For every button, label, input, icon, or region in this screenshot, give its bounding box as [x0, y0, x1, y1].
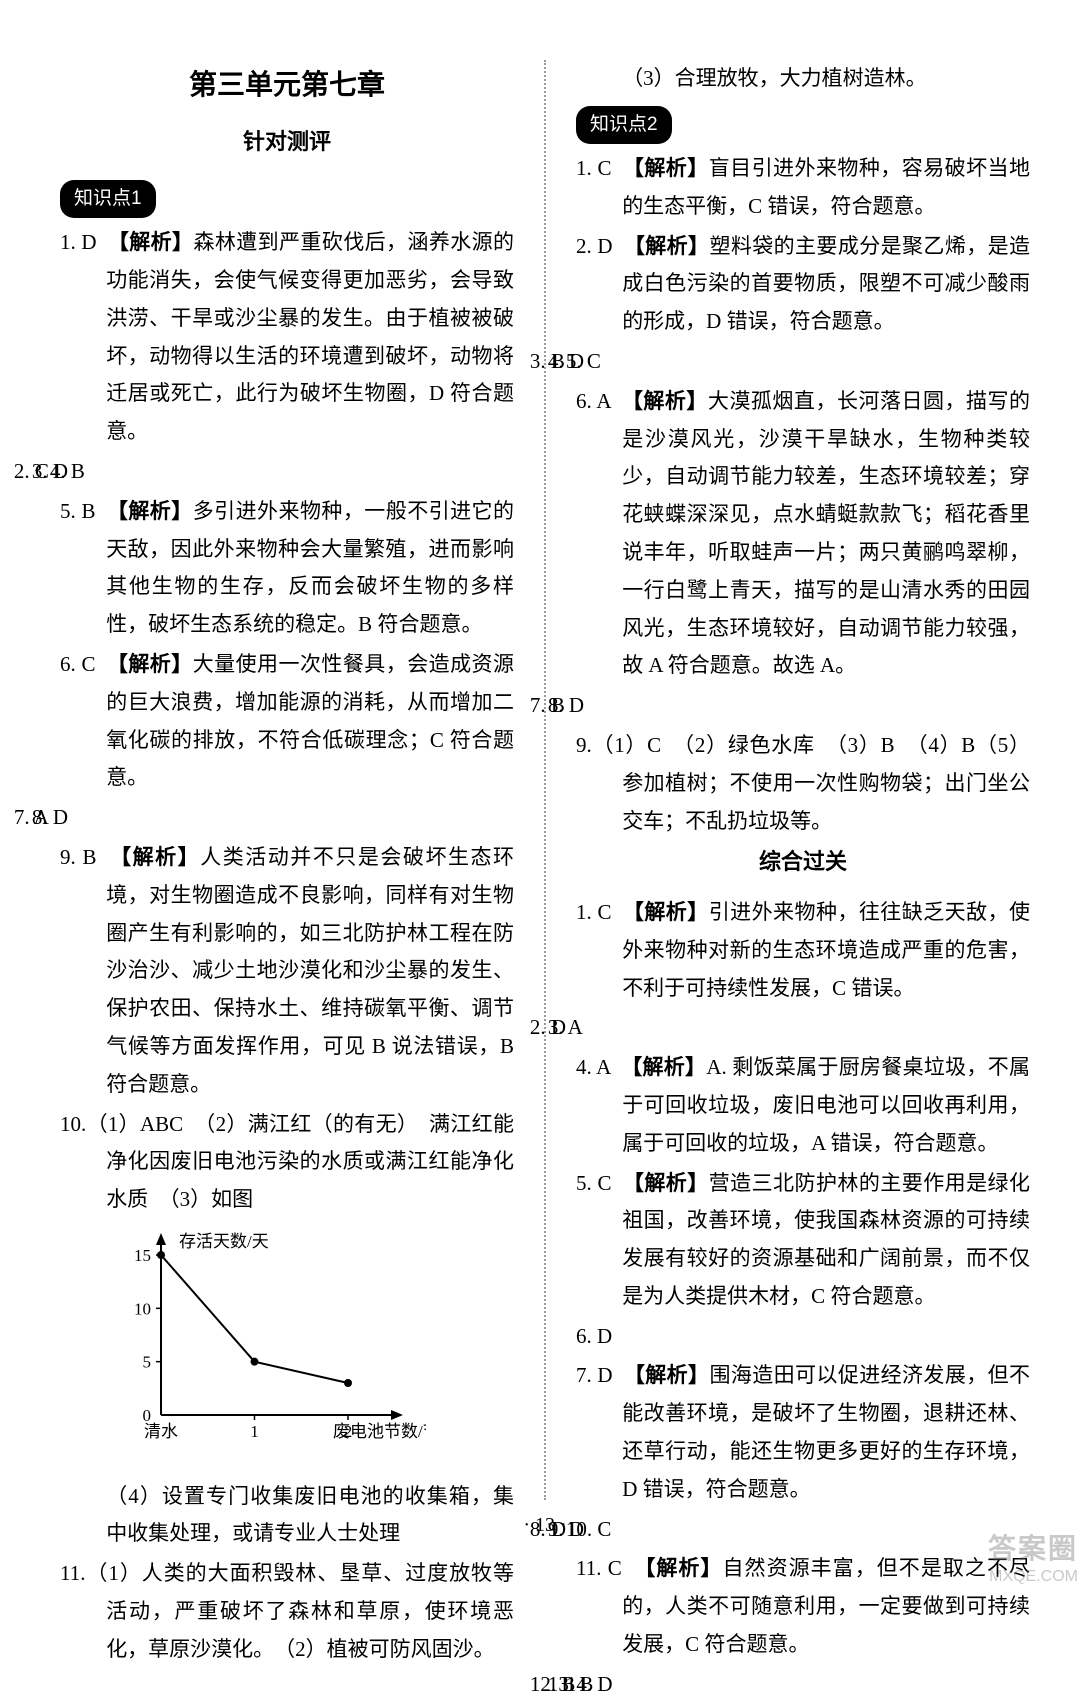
kp2-q3-5: 3. B4. D5. C — [576, 343, 1030, 381]
zh-q4: 4. A 【解析】A. 剩饭菜属于厨房餐桌垃圾，不属于可回收垃圾，废旧电池可以回… — [576, 1049, 1030, 1162]
kp1-q2-4: 2. C3. D4. B — [60, 453, 514, 491]
knowledge-point-2-pill: 知识点2 — [576, 106, 672, 144]
chapter-title: 第三单元第七章 — [60, 60, 514, 110]
watermark-line2: MXQE.COM — [988, 1567, 1078, 1588]
kp1-q5: 5. B 【解析】多引进外来物种，一般不引进它的天敌，因此外来物种会大量繁殖，进… — [60, 493, 514, 644]
svg-text:1: 1 — [250, 1422, 259, 1441]
section-title-1: 针对测评 — [60, 122, 514, 162]
kp1-q10b: （4）设置专门收集废旧电池的收集箱，集中收集处理，或请专业人士处理 — [60, 1478, 514, 1554]
svg-text:废电池节数/节: 废电池节数/节 — [333, 1422, 426, 1441]
zh-q12-14: 12. B13. B14. D — [576, 1666, 1030, 1704]
watermark-line1: 答案圈 — [988, 1531, 1078, 1567]
svg-text:清水: 清水 — [144, 1422, 178, 1441]
svg-text:5: 5 — [143, 1353, 152, 1372]
zh-q6: 6. D — [576, 1318, 1030, 1356]
kp1-q11: 11.（1）人类的大面积毁林、垦草、过度放牧等活动，严重破坏了森林和草原，使环境… — [60, 1555, 514, 1668]
kp2-q2: 2. D 【解析】塑料袋的主要成分是聚乙烯，是造成白色污染的首要物质，限塑不可减… — [576, 228, 1030, 341]
kp1-q1: 1. D 【解析】森林遭到严重砍伐后，涵养水源的功能消失，会使气候变得更加恶劣，… — [60, 224, 514, 451]
kp1-q11c: （3）合理放牧，大力植树造林。 — [576, 60, 1030, 98]
right-column: （3）合理放牧，大力植树造林。 知识点2 1. C 【解析】盲目引进外来物种，容… — [576, 60, 1030, 1500]
watermark: 答案圈 MXQE.COM — [988, 1531, 1078, 1588]
kp1-q6: 6. C 【解析】大量使用一次性餐具，会造成资源的巨大浪费，增加能源的消耗，从而… — [60, 646, 514, 797]
left-column: 第三单元第七章 针对测评 知识点1 1. D 【解析】森林遭到严重砍伐后，涵养水… — [60, 60, 514, 1500]
zh-q7: 7. D 【解析】围海造田可以促进经济发展，但不能改善环境，是破坏了生物圈，退耕… — [576, 1357, 1030, 1508]
line-chart: 051015清水12存活天数/天废电池节数/节 — [106, 1225, 426, 1455]
kp2-q7-8: 7. B8. D — [576, 687, 1030, 725]
svg-text:15: 15 — [134, 1246, 151, 1265]
section-title-2: 综合过关 — [576, 842, 1030, 882]
chart-container: 051015清水12存活天数/天废电池节数/节 — [60, 1225, 514, 1468]
zh-q5: 5. C 【解析】营造三北防护林的主要作用是绿化祖国，改善环境，使我国森林资源的… — [576, 1165, 1030, 1316]
kp1-q9: 9. B 【解析】人类活动并不只是会破坏生态环境，对生物圈造成不良影响，同样有对… — [60, 839, 514, 1104]
knowledge-point-1-pill: 知识点1 — [60, 180, 156, 218]
kp1-q7-8: 7. A8. D — [60, 799, 514, 837]
zh-q11: 11. C 【解析】自然资源丰富，但不是取之不尽的，人类不可随意利用，一定要做到… — [576, 1550, 1030, 1663]
kp2-q9: 9.（1）C （2）绿色水库 （3）B （4）B（5）参加植树；不使用一次性购物… — [576, 727, 1030, 840]
page-columns: 第三单元第七章 针对测评 知识点1 1. D 【解析】森林遭到严重砍伐后，涵养水… — [60, 60, 1030, 1500]
column-divider — [544, 60, 546, 1500]
kp2-q6: 6. A 【解析】大漠孤烟直，长河落日圆，描写的是沙漠风光，沙漠干旱缺水，生物种… — [576, 383, 1030, 685]
kp2-q1: 1. C 【解析】盲目引进外来物种，容易破坏当地的生态平衡，C 错误，符合题意。 — [576, 150, 1030, 226]
kp1-q10a: 10.（1）ABC （2）满江红（的有无） 满江红能净化因废旧电池污染的水质或满… — [60, 1106, 514, 1219]
svg-text:存活天数/天: 存活天数/天 — [179, 1232, 269, 1251]
svg-text:10: 10 — [134, 1299, 151, 1318]
zh-q8-10: 8. D9. D10. C — [576, 1511, 1030, 1549]
zh-q2-3: 2. D3. A — [576, 1009, 1030, 1047]
zh-q1: 1. C 【解析】引进外来物种，往往缺乏天敌，使外来物种对新的生态环境造成严重的… — [576, 894, 1030, 1007]
